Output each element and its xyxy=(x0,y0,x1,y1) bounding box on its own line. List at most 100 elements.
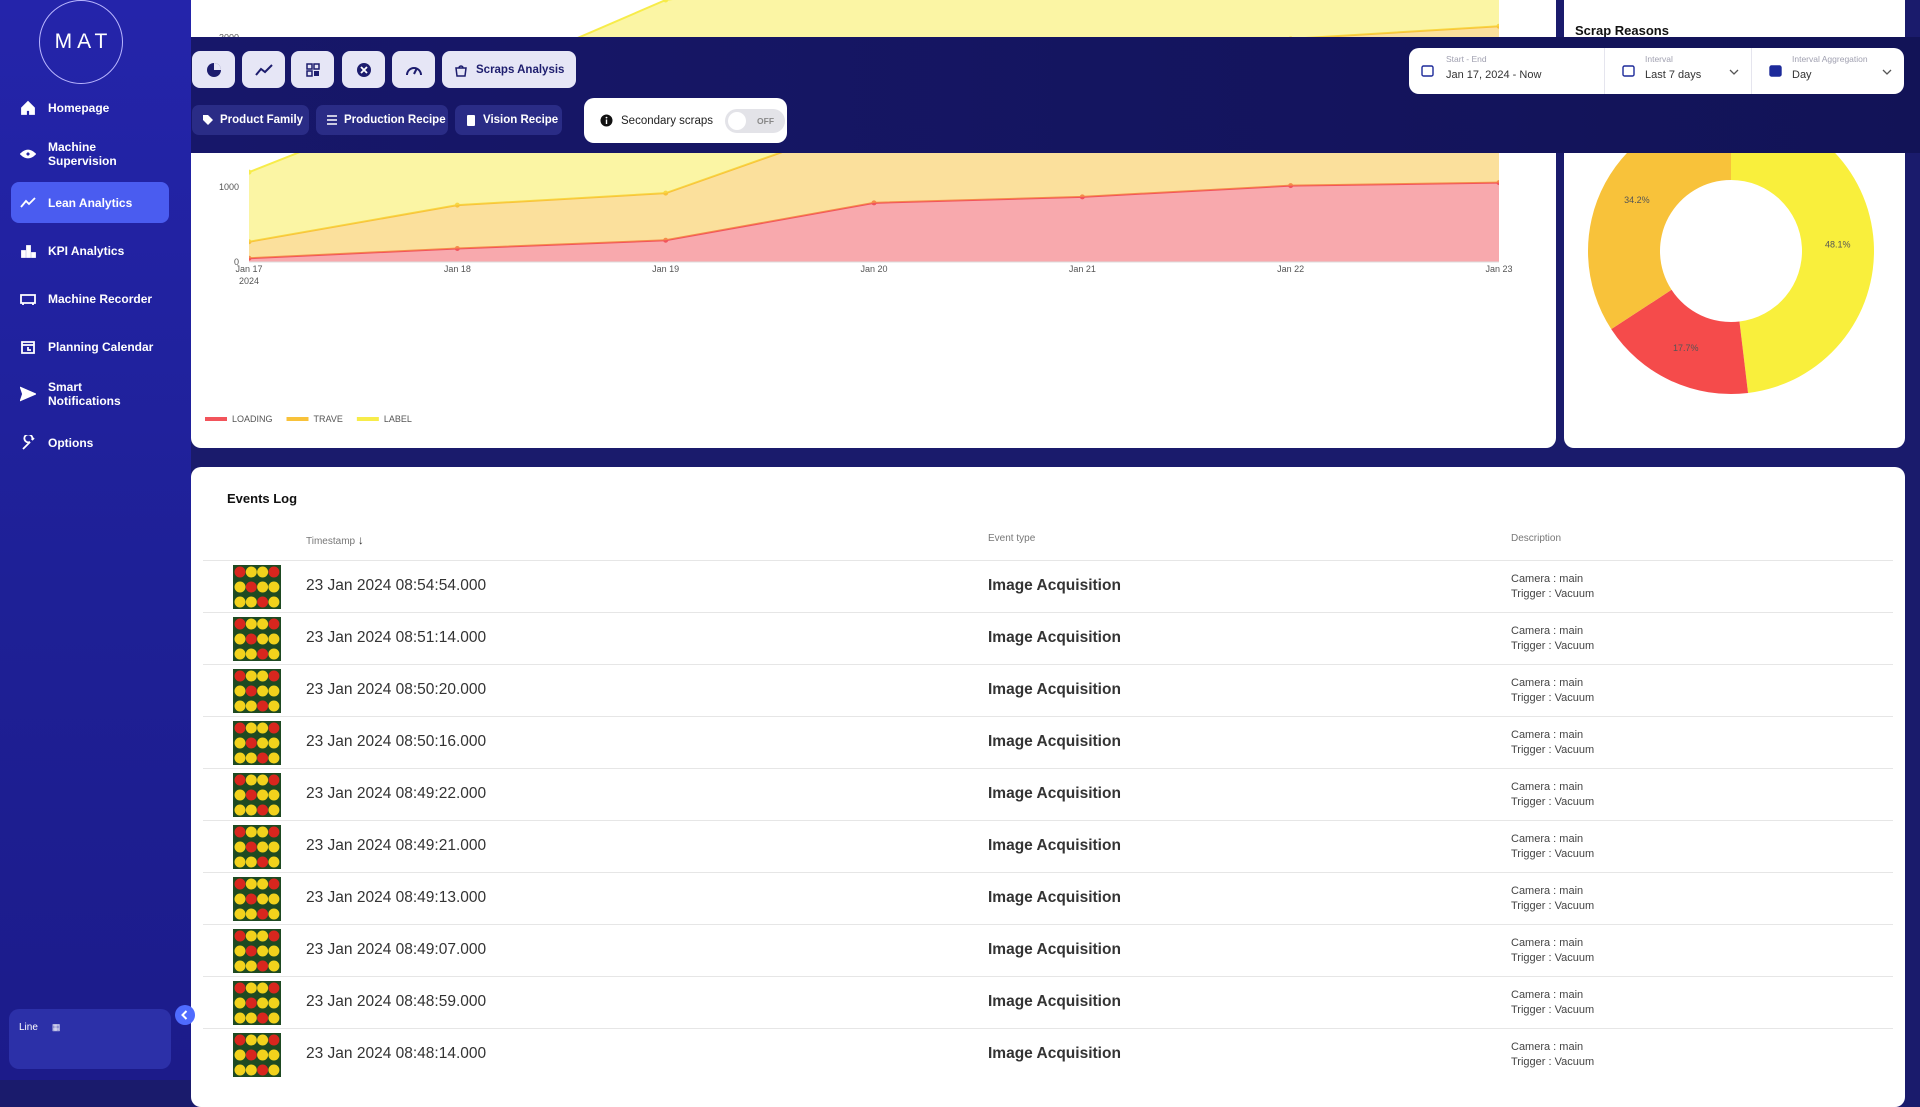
event-row[interactable]: 23 Jan 2024 08:48:14.000 Image Acquisitio… xyxy=(203,1028,1893,1080)
timestamp: 23 Jan 2024 08:50:16.000 xyxy=(306,733,487,750)
event-row[interactable]: 23 Jan 2024 08:49:22.000 Image Acquisitio… xyxy=(203,768,1893,820)
data-point xyxy=(249,169,252,175)
date-icon xyxy=(1769,65,1782,77)
thumb-fruit xyxy=(268,774,280,786)
description-line: Trigger : Vacuum xyxy=(1511,588,1595,600)
thumb-fruit xyxy=(257,670,269,682)
thumb-fruit xyxy=(245,596,257,608)
event-row[interactable]: 23 Jan 2024 08:49:21.000 Image Acquisitio… xyxy=(203,820,1893,872)
thumb-fruit xyxy=(257,722,269,734)
date-field[interactable]: Interval Last 7 days xyxy=(1604,48,1751,94)
date-field[interactable]: Start - End Jan 17, 2024 - Now xyxy=(1409,48,1604,94)
description-line: Camera : main xyxy=(1511,729,1584,741)
line-selector[interactable]: Line ▦ xyxy=(9,1009,171,1069)
icon-shape xyxy=(1769,65,1782,77)
nav-item[interactable]: KPI Analytics xyxy=(11,230,169,271)
thumb-fruit xyxy=(245,685,257,697)
nav-label: Planning Calendar xyxy=(48,339,154,354)
nav-item[interactable]: Options xyxy=(11,422,169,463)
description-line: Trigger : Vacuum xyxy=(1511,1004,1595,1016)
thumb-fruit xyxy=(245,700,257,712)
thumbnail xyxy=(233,617,281,661)
date-label: Interval Aggregation xyxy=(1792,54,1868,64)
filter-chip[interactable]: Vision Recipe xyxy=(455,105,562,135)
thumb-fruit xyxy=(257,997,269,1009)
caret xyxy=(1729,69,1739,75)
thumb-fruit xyxy=(257,841,269,853)
date-value: Jan 17, 2024 - Now xyxy=(1446,69,1542,81)
thumb-fruit xyxy=(234,618,246,630)
thumb-fruit xyxy=(257,982,269,994)
column-header: Event type xyxy=(988,533,1036,544)
nav-item[interactable]: Homepage xyxy=(11,87,169,128)
events-title: Events Log xyxy=(227,491,298,506)
donut-chart: Scrap Reasons 48.1% 17.7% 34.2% xyxy=(1575,23,1874,394)
thumb-fruit xyxy=(268,893,280,905)
filter-chip[interactable]: Product Family xyxy=(192,105,309,135)
nav-item[interactable]: Lean Analytics xyxy=(11,182,169,223)
tab-button[interactable] xyxy=(291,51,334,88)
thumbnail xyxy=(233,721,281,765)
thumb-fruit xyxy=(234,685,246,697)
thumb-fruit xyxy=(245,670,257,682)
active-tab[interactable]: Scraps Analysis xyxy=(442,51,576,88)
legend-label[interactable]: TRAVE xyxy=(314,414,343,424)
thumb-fruit xyxy=(257,737,269,749)
filter-chip[interactable]: Production Recipe xyxy=(316,105,448,135)
event-row[interactable]: 23 Jan 2024 08:49:07.000 Image Acquisitio… xyxy=(203,924,1893,976)
thumb-fruit xyxy=(245,752,257,764)
tab-button[interactable] xyxy=(392,51,435,88)
event-row[interactable]: 23 Jan 2024 08:49:13.000 Image Acquisitio… xyxy=(203,872,1893,924)
event-row[interactable]: 23 Jan 2024 08:51:14.000 Image Acquisitio… xyxy=(203,612,1893,664)
thumb-fruit xyxy=(257,893,269,905)
events-log: Events Log Timestamp ↓ Event type Descri… xyxy=(191,467,1905,1107)
nav-item[interactable]: Planning Calendar xyxy=(11,326,169,367)
thumb-fruit xyxy=(234,722,246,734)
thumb-fruit xyxy=(245,774,257,786)
thumb-fruit xyxy=(257,960,269,972)
x-tick-label: Jan 22 xyxy=(1277,264,1304,274)
thumb-fruit xyxy=(268,1064,280,1076)
legend-label[interactable]: LABEL xyxy=(384,414,412,424)
nav-item[interactable]: Smart Notifications xyxy=(11,373,169,414)
secondary-toggle[interactable]: Secondary scraps OFF xyxy=(584,98,787,143)
description-line: Camera : main xyxy=(1511,989,1584,1001)
tab-button[interactable] xyxy=(192,51,235,88)
thumb-fruit xyxy=(268,878,280,890)
event-row[interactable]: 23 Jan 2024 08:48:59.000 Image Acquisitio… xyxy=(203,976,1893,1028)
event-row[interactable]: 23 Jan 2024 08:50:16.000 Image Acquisitio… xyxy=(203,716,1893,768)
thumbnail xyxy=(233,773,281,817)
thumb-fruit xyxy=(245,1064,257,1076)
description: Camera : main Trigger : Vacuum xyxy=(1511,884,1594,914)
icon-shape xyxy=(1622,65,1635,77)
description-line: Trigger : Vacuum xyxy=(1511,952,1595,964)
event-type: Image Acquisition xyxy=(988,889,1121,906)
nav-item[interactable]: Machine Supervision xyxy=(11,133,169,174)
thumb-fruit xyxy=(234,737,246,749)
event-row[interactable]: 23 Jan 2024 08:54:54.000 Image Acquisitio… xyxy=(203,560,1893,612)
timestamp: 23 Jan 2024 08:48:14.000 xyxy=(306,1045,487,1062)
thumb-fruit xyxy=(234,804,246,816)
collapse-button[interactable] xyxy=(175,1005,195,1025)
nav-item[interactable]: Machine Recorder xyxy=(11,278,169,319)
thumb-fruit xyxy=(234,633,246,645)
thumb-fruit xyxy=(257,700,269,712)
chip-label: Production Recipe xyxy=(344,114,446,126)
event-type: Image Acquisition xyxy=(988,577,1121,594)
nav-label: Smart Notifications xyxy=(48,379,121,408)
date-field[interactable]: Interval Aggregation Day xyxy=(1751,48,1904,94)
tab-button[interactable] xyxy=(342,51,385,88)
timestamp: 23 Jan 2024 08:49:21.000 xyxy=(306,837,487,854)
thumb-fruit xyxy=(245,722,257,734)
tab-button[interactable] xyxy=(242,51,285,88)
sidebar: MAT Line ▦ Homepage Machine Supervision Lea… xyxy=(0,0,191,1080)
event-row[interactable]: 23 Jan 2024 08:50:20.000 Image Acquisitio… xyxy=(203,664,1893,716)
thumb-fruit xyxy=(245,618,257,630)
date-icon xyxy=(1622,65,1635,77)
description-line: Trigger : Vacuum xyxy=(1511,1056,1595,1068)
description-line: Camera : main xyxy=(1511,677,1584,689)
column-header[interactable]: Timestamp ↓ xyxy=(306,533,364,547)
chart-title: Scrap Reasons xyxy=(1575,23,1669,38)
legend-label[interactable]: LOADING xyxy=(232,414,273,424)
thumb-fruit xyxy=(268,826,280,838)
